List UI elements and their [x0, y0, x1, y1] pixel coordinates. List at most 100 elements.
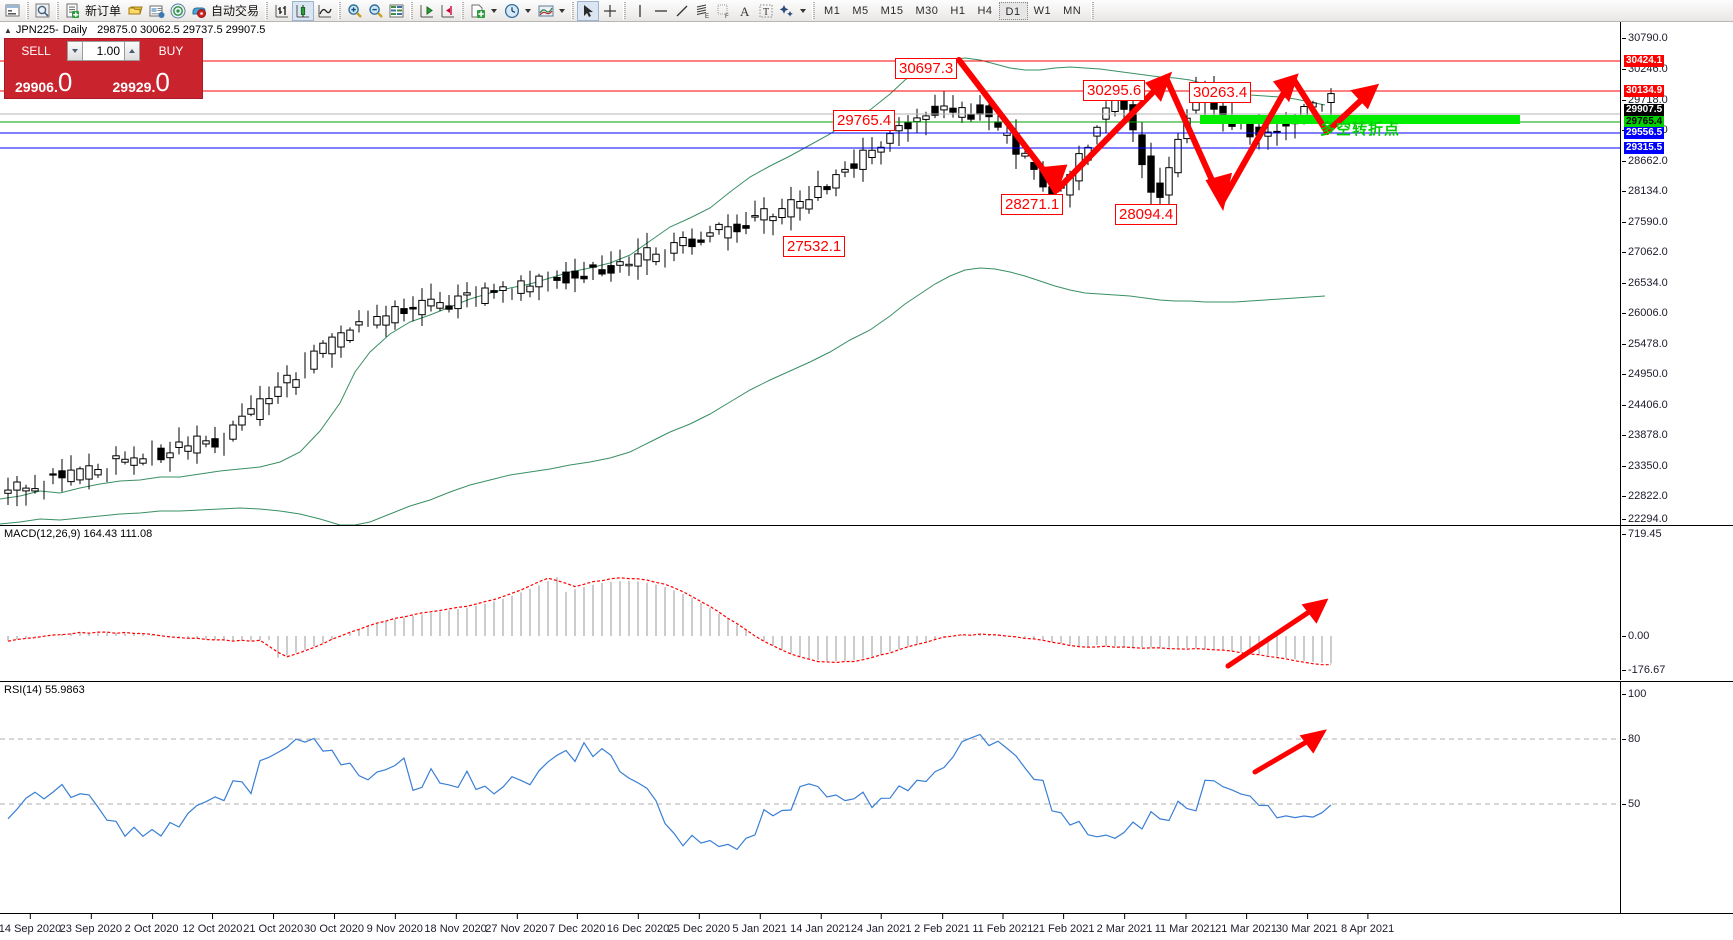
horizontal-line-icon[interactable]: [650, 1, 671, 21]
cursor-icon[interactable]: [577, 0, 600, 21]
symbol-period: Daily: [62, 24, 88, 36]
price-plot-area[interactable]: [0, 22, 1620, 525]
price-level-label: 30424.1: [1624, 55, 1665, 67]
text-icon[interactable]: A: [734, 1, 755, 21]
buy-price[interactable]: 29929 . 0: [104, 63, 200, 96]
folder-icon[interactable]: [125, 1, 146, 21]
timeframe-h1[interactable]: H1: [950, 4, 966, 17]
y-tick: -176.67: [1621, 664, 1666, 676]
annotation-price-label[interactable]: 30263.4: [1189, 82, 1252, 103]
annotation-price-label[interactable]: 28271.1: [1001, 194, 1064, 215]
axis-divider: [1620, 22, 1621, 525]
y-tick: 23350.0: [1622, 460, 1668, 472]
y-tick: 28662.0: [1622, 155, 1668, 167]
svg-text:E: E: [705, 14, 709, 19]
chart-grid-icon[interactable]: [386, 1, 407, 21]
trendline-icon[interactable]: [671, 1, 692, 21]
templates-icon[interactable]: [535, 1, 556, 21]
price-chart-pane[interactable]: 30790.0 30246.0 29718.0 29190.0 28662.0 …: [0, 22, 1733, 525]
annotation-price-label[interactable]: 27532.1: [783, 236, 846, 257]
toolbar-separator: [410, 1, 414, 20]
rsi-plot-area[interactable]: [0, 682, 1620, 913]
annotation-price-label[interactable]: 30295.6: [1083, 80, 1146, 101]
timeframe-m30[interactable]: M30: [915, 4, 939, 17]
time-tick: 21 Mar 2021: [1215, 914, 1277, 935]
chevron-down-icon[interactable]: [491, 8, 498, 13]
time-tick: 2 Oct 2020: [124, 914, 179, 935]
crosshair-icon[interactable]: [599, 1, 620, 21]
add-indicator-icon[interactable]: [467, 1, 488, 21]
macd-y-axis[interactable]: 719.45 0.00 -176.67: [1620, 526, 1733, 680]
new-order-label[interactable]: 新订单: [85, 4, 122, 18]
trend-arrows: [956, 57, 1380, 212]
timeframe-w1[interactable]: W1: [1033, 4, 1052, 17]
market-watch-icon[interactable]: [32, 1, 53, 21]
time-tick: 12 Oct 2020: [182, 914, 243, 935]
new-order-button[interactable]: [62, 1, 83, 21]
timeframe-m15[interactable]: M15: [880, 4, 904, 17]
timeframe-m5[interactable]: M5: [852, 4, 869, 17]
chevron-down-icon[interactable]: [525, 8, 532, 13]
annotation-price-label[interactable]: 30697.3: [895, 58, 958, 79]
candlestick-chart-icon[interactable]: [292, 0, 315, 21]
volume-input[interactable]: 1.00: [83, 41, 124, 61]
rsi-pane[interactable]: RSI(14) 55.9863 100 80 50: [0, 681, 1733, 913]
annotation-price-label[interactable]: 29765.4: [833, 110, 896, 131]
rsi-y-axis[interactable]: 100 80 50: [1620, 682, 1733, 913]
y-tick: 26006.0: [1622, 307, 1668, 319]
news-icon[interactable]: [146, 1, 167, 21]
autotrading-icon[interactable]: [188, 1, 209, 21]
time-tick: 25 Dec 2020: [667, 914, 730, 935]
macd-plot-area[interactable]: [0, 526, 1620, 680]
toolbar-separator: [623, 1, 627, 20]
line-chart-icon[interactable]: [314, 1, 335, 21]
toolbar-separator: [56, 1, 59, 20]
channel-icon[interactable]: F: [713, 1, 734, 21]
vertical-line-icon[interactable]: [629, 1, 650, 21]
svg-text:T: T: [763, 7, 769, 18]
timeframe-h4[interactable]: H4: [977, 4, 993, 17]
y-tick: 100: [1621, 688, 1647, 700]
volume-increment-button[interactable]: [124, 41, 140, 61]
time-tick: 30 Mar 2021: [1275, 914, 1338, 935]
terminal-icon[interactable]: [2, 1, 23, 21]
time-axis[interactable]: 14 Sep 2020 23 Sep 2020 2 Oct 2020 12 Oct 2…: [0, 913, 1733, 940]
timeframe-m1[interactable]: M1: [824, 4, 841, 17]
axis-divider: [1620, 682, 1621, 913]
timeframe-mn[interactable]: MN: [1063, 4, 1082, 17]
chevron-down-icon[interactable]: [559, 8, 566, 13]
macd-pane[interactable]: MACD(12,26,9) 164.43 111.08 719.45 0.00 …: [0, 525, 1733, 680]
chart-shift-icon[interactable]: [437, 1, 458, 21]
macd-trend-arrow: [1225, 598, 1329, 669]
time-tick: 8 Apr 2021: [1340, 914, 1395, 935]
one-click-trading-panel[interactable]: SELL 1.00 BUY 29906 . 0 29929 . 0: [4, 38, 203, 99]
period-icon[interactable]: [501, 1, 522, 21]
sell-price[interactable]: 29906 . 0: [7, 63, 103, 96]
time-tick: 2 Feb 2021: [914, 914, 970, 935]
sell-button[interactable]: SELL: [21, 44, 51, 58]
y-tick: 30790.0: [1622, 32, 1668, 44]
zoom-out-icon[interactable]: [365, 1, 386, 21]
collapse-triangle-icon[interactable]: ▲: [4, 25, 12, 35]
rsi-series-svg: [0, 729, 1620, 851]
chevron-down-icon[interactable]: [800, 8, 807, 13]
signals-icon[interactable]: [167, 1, 188, 21]
price-y-axis[interactable]: 30790.0 30246.0 29718.0 29190.0 28662.0 …: [1620, 22, 1733, 525]
y-tick: 28134.0: [1622, 185, 1668, 197]
timeframe-d1[interactable]: D1: [998, 1, 1028, 20]
volume-decrement-button[interactable]: [67, 41, 83, 61]
volume-stepper[interactable]: 1.00: [67, 41, 140, 61]
shapes-icon[interactable]: [776, 1, 797, 21]
annotation-price-label[interactable]: 28094.4: [1115, 204, 1178, 225]
fibo-icon[interactable]: E: [692, 1, 713, 21]
auto-scroll-icon[interactable]: [416, 1, 437, 21]
bar-chart-icon[interactable]: [271, 1, 292, 21]
time-tick: 11 Feb 2021: [972, 914, 1034, 935]
text-label-icon[interactable]: T: [755, 1, 776, 21]
buy-button[interactable]: BUY: [158, 44, 184, 58]
zoom-in-icon[interactable]: [344, 1, 365, 21]
autotrading-label[interactable]: 自动交易: [211, 4, 260, 18]
chart-note-text[interactable]: 多空转折点: [1320, 121, 1401, 138]
y-tick: 50: [1621, 798, 1641, 810]
time-tick: 21 Oct 2020: [243, 914, 304, 935]
